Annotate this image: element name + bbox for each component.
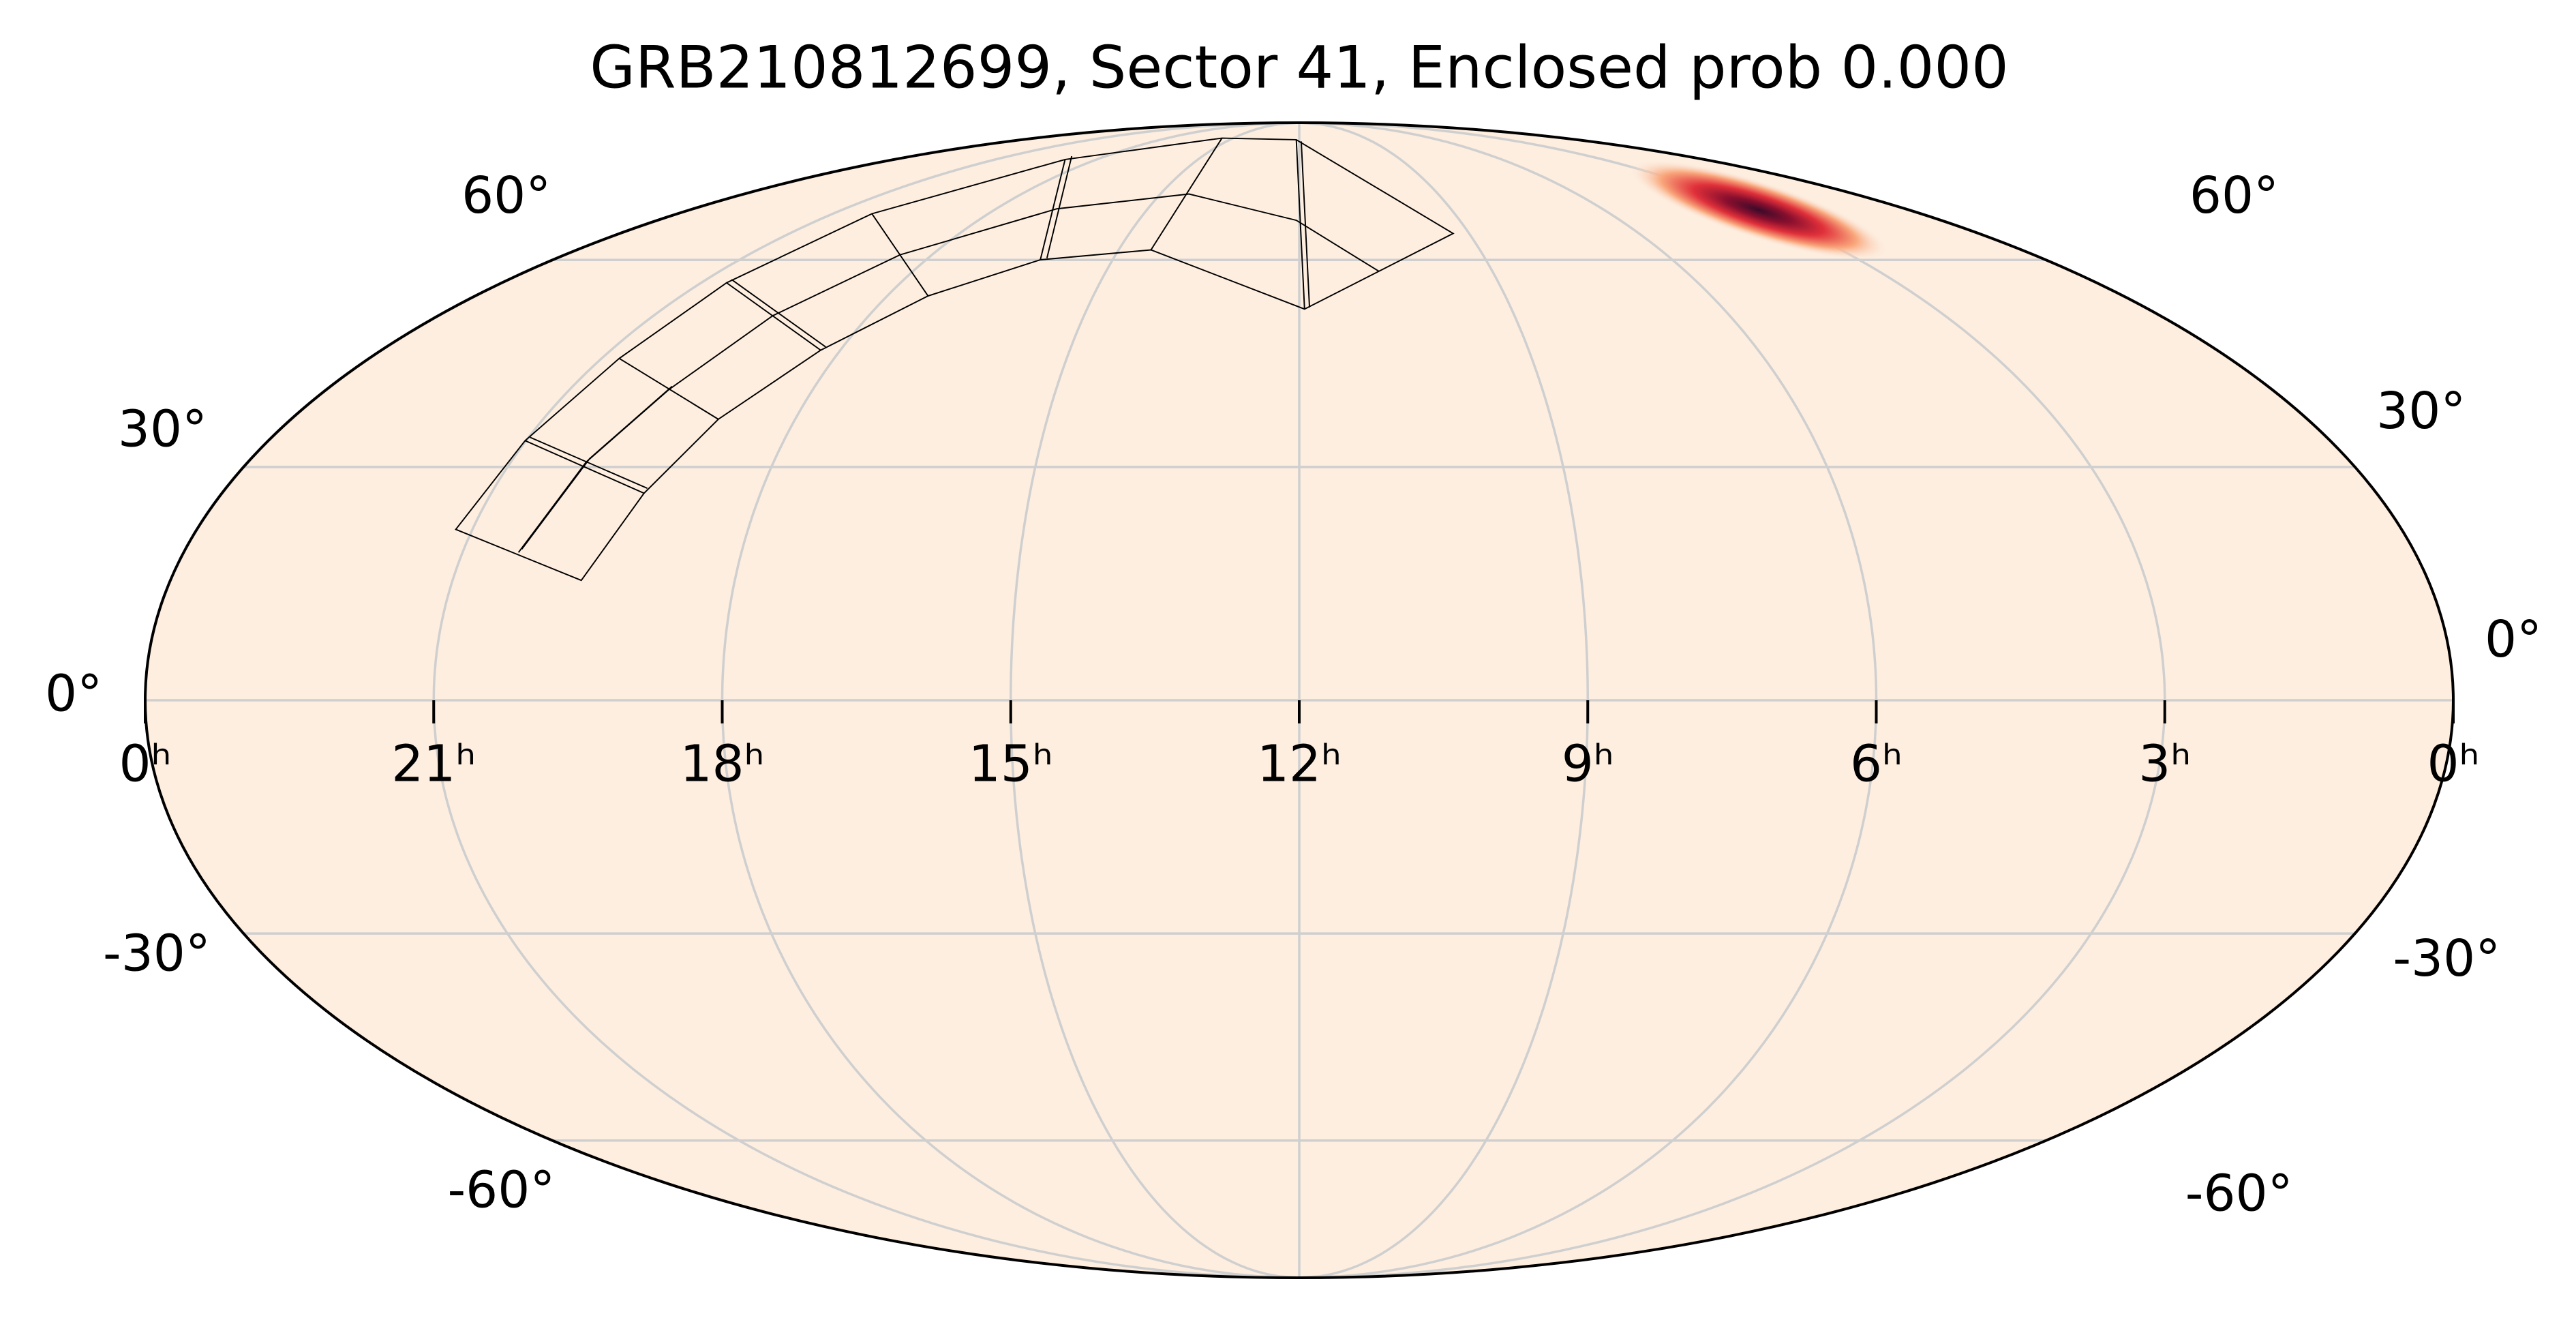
y-tick-label: -30° — [2393, 929, 2500, 988]
y-tick-label: 30° — [118, 400, 207, 459]
tick-labels: 0ʰ 21ʰ 18ʰ 15ʰ 12ʰ 9ʰ 6ʰ 3ʰ 0ʰ 60° 60° 30° 30° 0° 0° -3… — [45, 166, 2542, 1223]
probability-region — [1628, 160, 1889, 260]
y-tick-label: 0° — [45, 665, 102, 723]
x-tick-label: 12ʰ — [1257, 735, 1342, 794]
y-tick-label: -60° — [2185, 1165, 2293, 1223]
sector-footprint — [455, 137, 1455, 582]
y-tick-label: 30° — [2376, 382, 2466, 440]
x-tick-label: 0ʰ — [119, 735, 172, 794]
chart-title: GRB210812699, Sector 41, Enclosed prob 0… — [590, 33, 2009, 102]
x-tick-label: 6ʰ — [1850, 735, 1903, 794]
x-tick-label: 0ʰ — [2427, 735, 2480, 794]
y-tick-label: -30° — [103, 925, 211, 983]
y-tick-label: 60° — [2189, 166, 2279, 225]
y-tick-label: 0° — [2485, 610, 2542, 669]
x-tick-label: 9ʰ — [1562, 735, 1614, 794]
x-tick-label: 3ʰ — [2138, 735, 2191, 794]
y-tick-label: 60° — [461, 166, 551, 225]
x-tick-label: 21ʰ — [391, 735, 476, 794]
x-tick-label: 18ʰ — [680, 735, 764, 794]
x-tick-label: 15ʰ — [969, 735, 1053, 794]
y-tick-label: -60° — [447, 1161, 555, 1220]
ccd-divider — [517, 193, 1380, 553]
